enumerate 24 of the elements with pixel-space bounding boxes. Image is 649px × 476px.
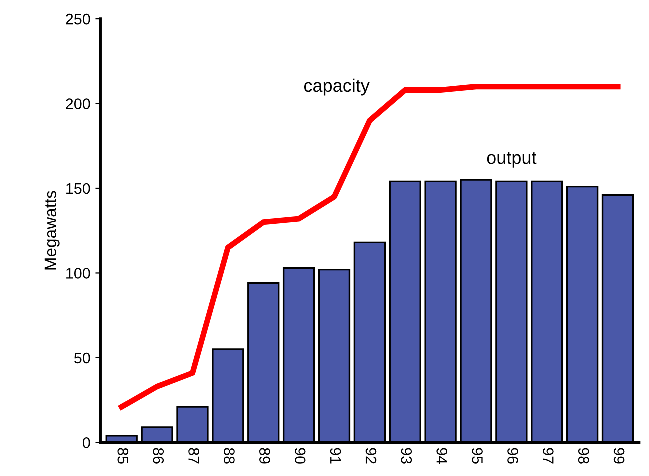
x-tick-label: 96 <box>508 448 518 464</box>
x-tick-label: 89 <box>260 448 270 464</box>
series-label: output <box>487 152 537 168</box>
y-axis-title: Megawatts <box>44 191 60 270</box>
x-tick-label: 88 <box>224 448 235 464</box>
x-tick-label: 98 <box>578 448 590 464</box>
y-tick-label: 150 <box>66 183 90 194</box>
x-tick-label: 85 <box>118 448 129 464</box>
x-tick-label: 93 <box>401 448 412 464</box>
y-tick-label: 50 <box>74 352 90 364</box>
x-tick-label: 91 <box>330 448 342 464</box>
x-tick-label: 92 <box>366 448 377 464</box>
x-tick-label: 86 <box>153 448 164 464</box>
x-tick-label: 87 <box>188 448 200 464</box>
x-tick-label: 90 <box>294 448 306 464</box>
y-tick-label: 100 <box>66 268 90 279</box>
y-tick-label: 0 <box>82 438 90 448</box>
x-tick-label: 95 <box>472 448 483 464</box>
y-tick-label: 250 <box>66 14 90 25</box>
x-tick-label: 99 <box>614 448 625 464</box>
y-tick-label: 200 <box>66 98 90 110</box>
series-label: capacity <box>304 78 370 96</box>
x-tick-label: 97 <box>543 448 554 464</box>
x-tick-label: 94 <box>436 448 448 464</box>
